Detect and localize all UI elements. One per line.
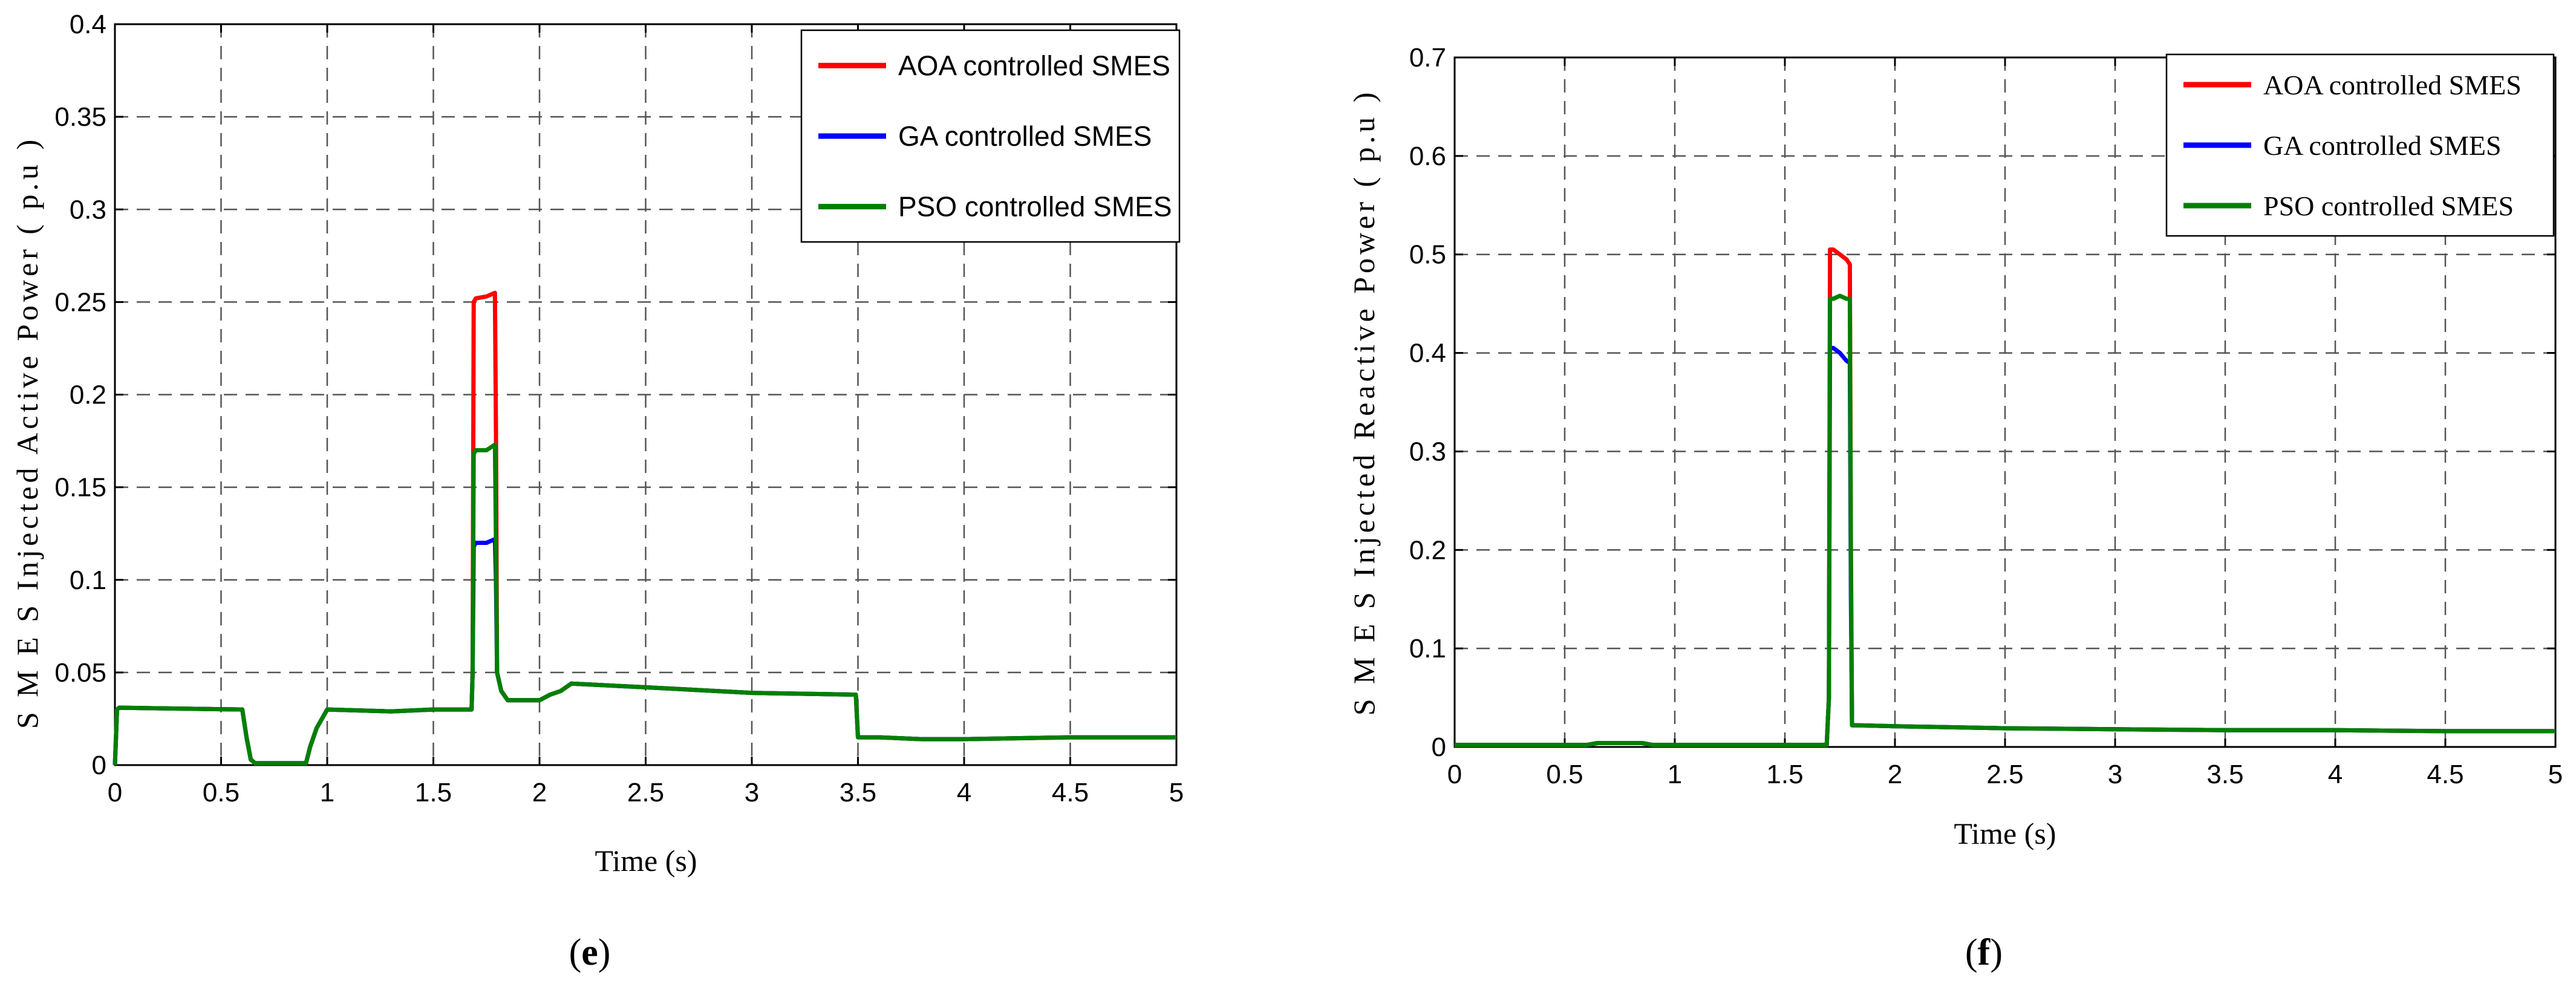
y-axis-label: S M E S Injected Active Power ( p.u ) <box>10 136 44 729</box>
x-tick-label: 1 <box>320 778 334 807</box>
x-tick-label: 4 <box>2328 760 2343 789</box>
y-tick-label: 0.3 <box>70 195 106 224</box>
series-group <box>112 290 1176 766</box>
y-tick-label: 0.15 <box>54 473 106 503</box>
x-axis-label: Time (s) <box>1954 816 2056 850</box>
grid-lines <box>115 24 1176 765</box>
x-tick-label: 3 <box>745 778 759 807</box>
legend-entry-label: PSO controlled SMES <box>898 191 1172 223</box>
x-tick-label: 3 <box>2108 760 2122 789</box>
y-tick-label: 0.6 <box>1409 142 1446 171</box>
chart-e-active-power: 0 0.5 1 1.5 2 2.5 3 3.5 4 4.5 5 0 0.05 0.1 0.15 0.2 0.25… <box>10 10 1184 973</box>
series-group <box>1455 247 2555 748</box>
x-tick-label: 0.5 <box>203 778 240 807</box>
legend: AOA controlled SMES GA controlled SMES PSO… <box>2165 53 2555 237</box>
panel-caption: (f) <box>1965 932 2003 973</box>
series-line-pso <box>112 442 1176 766</box>
y-tick-label: 0.35 <box>54 102 106 132</box>
x-tick-label: 1 <box>1668 760 1682 789</box>
x-tick-label: 4.5 <box>1052 778 1089 807</box>
x-tick-label: 2 <box>1888 760 1902 789</box>
x-tick-label: 3.5 <box>840 778 876 807</box>
legend-entry-label: GA controlled SMES <box>2263 130 2502 161</box>
x-tick-label: 5 <box>2548 760 2563 789</box>
y-tick-label: 0.3 <box>1409 437 1446 466</box>
y-tick-label: 0.05 <box>54 658 106 688</box>
legend-entry-label: AOA controlled SMES <box>2263 70 2522 100</box>
y-tick-label: 0.2 <box>70 380 106 410</box>
x-tick-label: 2.5 <box>1986 760 2023 789</box>
y-tick-label: 0.1 <box>1409 634 1446 663</box>
legend-entry-label: GA controlled SMES <box>898 120 1152 152</box>
x-tick-label: 2 <box>532 778 547 807</box>
x-tick-label: 1.5 <box>1766 760 1803 789</box>
x-axis-label: Time (s) <box>595 844 697 878</box>
legend-entry-label: PSO controlled SMES <box>2263 191 2514 221</box>
x-tick-label: 4.5 <box>2427 760 2464 789</box>
x-tick-label: 5 <box>1169 778 1184 807</box>
x-tick-label: 3.5 <box>2206 760 2243 789</box>
y-tick-label: 0.7 <box>1409 43 1446 73</box>
x-tick-label: 0.5 <box>1546 760 1583 789</box>
x-tick-label: 1.5 <box>415 778 452 807</box>
y-axis-label: S M E S Injected Reactive Power ( p.u ) <box>1347 89 1381 716</box>
x-tick-label: 0 <box>1447 760 1462 789</box>
x-tick-label: 0 <box>108 778 122 807</box>
legend-entry-label: AOA controlled SMES <box>898 50 1170 81</box>
series-line-pso <box>1455 293 2555 748</box>
legend: AOA controlled SMES GA controlled SMES PSO… <box>800 29 1181 243</box>
y-tick-label: 0.4 <box>70 10 106 39</box>
panel-caption: (e) <box>569 932 611 973</box>
y-tick-label: 0 <box>92 751 106 780</box>
y-tick-label: 0.4 <box>1409 339 1446 368</box>
x-tick-label: 2.5 <box>627 778 664 807</box>
y-tick-label: 0.5 <box>1409 240 1446 270</box>
chart-f-reactive-power: 0 0.5 1 1.5 2 2.5 3 3.5 4 4.5 5 0 0.1 0.2 0.3 0.4 0.5 0.6… <box>1347 43 2563 973</box>
y-tick-label: 0.1 <box>70 565 106 595</box>
x-tick-label: 4 <box>957 778 971 807</box>
y-tick-label: 0.25 <box>54 287 106 317</box>
y-tick-label: 0.2 <box>1409 535 1446 565</box>
y-tick-label: 0 <box>1432 732 1446 762</box>
ticks: 0 0.5 1 1.5 2 2.5 3 3.5 4 4.5 5 0 0.05 0.1 0.15 0.2 0.25… <box>54 10 1184 807</box>
